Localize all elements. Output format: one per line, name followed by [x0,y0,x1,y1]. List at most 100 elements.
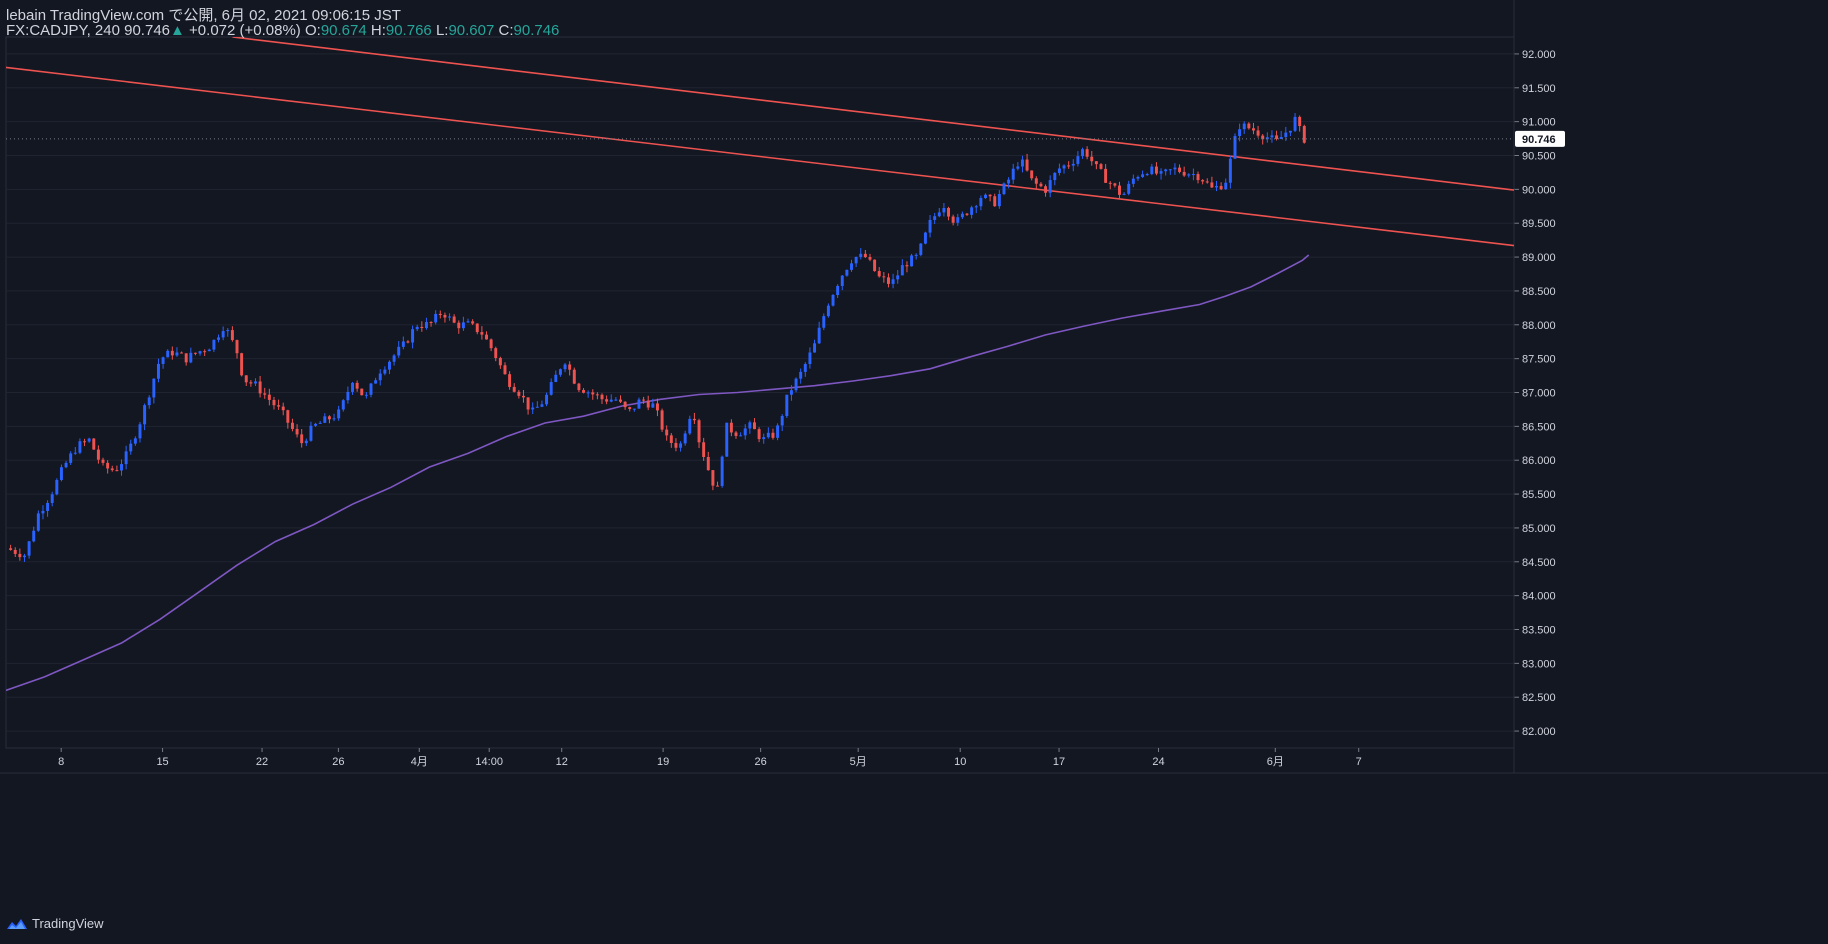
last-price-badge[interactable] [1515,130,1565,147]
upper-channel-line[interactable] [232,37,1514,191]
candle-body[interactable] [388,361,391,370]
candle-body[interactable] [984,194,987,199]
candle-body[interactable] [143,405,147,425]
candle-body[interactable] [244,375,248,383]
candle-body[interactable] [1113,183,1117,186]
candle-body[interactable] [290,422,294,429]
candle-body[interactable] [803,364,807,372]
candle-body[interactable] [1298,116,1302,127]
candle-body[interactable] [1233,136,1237,159]
candle-body[interactable] [734,432,738,436]
candle-body[interactable] [1178,167,1182,172]
candle-body[interactable] [586,392,590,394]
candle-body[interactable] [212,339,216,350]
candle-body[interactable] [1090,156,1094,162]
candle-body[interactable] [863,253,867,258]
candle-body[interactable] [683,433,687,444]
candle-body[interactable] [448,316,452,318]
candle-body[interactable] [466,321,470,323]
candle-body[interactable] [1279,136,1283,140]
candle-body[interactable] [156,363,160,379]
candle-body[interactable] [799,371,803,379]
candle-body[interactable] [1131,178,1135,184]
candle-body[interactable] [628,407,632,410]
candle-body[interactable] [129,443,133,452]
candle-body[interactable] [896,275,900,280]
candle-body[interactable] [1150,166,1154,175]
candle-body[interactable] [1173,167,1177,170]
candle-body[interactable] [401,341,405,347]
candle-body[interactable] [133,438,137,444]
candle-body[interactable] [1011,168,1015,180]
candle-body[interactable] [1071,163,1075,166]
candle-body[interactable] [531,407,535,410]
candle-body[interactable] [886,277,890,284]
candle-body[interactable] [327,416,331,420]
candle-body[interactable] [1044,186,1048,193]
candle-body[interactable] [480,332,484,335]
candle-body[interactable] [1057,168,1061,173]
candle-body[interactable] [517,391,521,396]
candle-body[interactable] [318,422,322,424]
candle-body[interactable] [503,365,507,375]
candle-body[interactable] [434,313,438,323]
candle-body[interactable] [203,351,207,353]
candle-body[interactable] [254,381,257,384]
candle-body[interactable] [55,479,59,495]
candle-body[interactable] [549,382,553,395]
candle-body[interactable] [794,378,798,391]
candle-body[interactable] [577,383,581,391]
candle-body[interactable] [655,403,659,411]
candle-body[interactable] [1159,171,1163,174]
candle-body[interactable] [475,323,479,333]
candle-body[interactable] [1168,169,1172,171]
candle-body[interactable] [189,352,193,363]
candle-body[interactable] [933,216,937,220]
candle-body[interactable] [498,358,502,366]
candle-body[interactable] [249,382,253,384]
tradingview-brand[interactable]: TradingView [6,916,104,931]
candle-body[interactable] [753,422,756,430]
candle-body[interactable] [101,459,105,463]
candle-body[interactable] [1284,132,1288,137]
symbol-label[interactable]: FX:CADJPY, 240 [6,22,120,39]
candle-body[interactable] [965,213,969,215]
candle-body[interactable] [836,285,840,295]
candle-body[interactable] [1081,149,1084,157]
candle-body[interactable] [106,462,110,469]
candle-body[interactable] [942,207,946,213]
candle-body[interactable] [69,453,73,463]
candle-body[interactable] [1215,185,1218,188]
candle-body[interactable] [13,549,17,554]
candle-body[interactable] [674,443,678,448]
candle-body[interactable] [651,403,655,408]
candle-body[interactable] [374,380,378,384]
candle-body[interactable] [739,435,743,437]
candle-body[interactable] [850,263,853,270]
candle-body[interactable] [1242,123,1246,130]
candle-body[interactable] [198,351,202,354]
candle-body[interactable] [9,548,13,550]
candle-body[interactable] [512,386,516,392]
candle-body[interactable] [669,435,673,444]
candle-body[interactable] [1048,180,1052,193]
candle-body[interactable] [808,352,812,365]
candle-body[interactable] [1020,159,1024,167]
candle-body[interactable] [605,399,609,402]
candle-body[interactable] [614,399,618,401]
candle-body[interactable] [642,399,646,401]
candle-body[interactable] [868,257,872,260]
candle-body[interactable] [341,400,345,410]
candle-body[interactable] [637,399,641,409]
candle-body[interactable] [281,406,285,411]
candle-body[interactable] [161,357,165,364]
candle-body[interactable] [956,217,960,223]
candle-body[interactable] [540,404,544,407]
candle-body[interactable] [572,369,576,384]
candle-body[interactable] [337,409,341,419]
candle-body[interactable] [1256,130,1260,136]
candle-body[interactable] [50,494,54,503]
candle-body[interactable] [882,276,886,278]
candle-body[interactable] [1053,172,1057,181]
candle-body[interactable] [646,400,650,408]
